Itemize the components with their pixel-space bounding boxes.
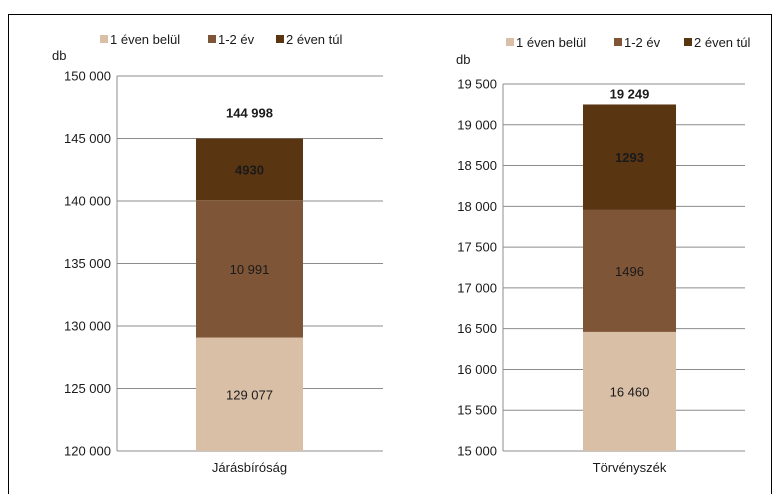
data-label: 4930 (235, 162, 264, 177)
data-label: 10 991 (230, 262, 270, 277)
y-tick-label: 17 500 (457, 240, 497, 255)
x-tick-label: Járásbíróság (212, 460, 287, 475)
y-tick-label: 16 500 (457, 321, 497, 336)
y-tick-label: 18 000 (457, 199, 497, 214)
y-tick-label: 19 000 (457, 117, 497, 132)
legend-entry: 1-2 év (624, 35, 661, 50)
y-tick-label: 18 500 (457, 158, 497, 173)
y-tick-label: 16 000 (457, 362, 497, 377)
data-label: 16 460 (610, 384, 650, 399)
total-label: 19 249 (610, 86, 650, 101)
y-tick-label: 15 500 (457, 403, 497, 418)
y-tick-label: 130 000 (64, 319, 111, 334)
data-label: 1293 (615, 150, 644, 165)
y-tick-label: 135 000 (64, 256, 111, 271)
y-tick-label: 19 500 (457, 77, 497, 92)
legend-entry: 1 éven belül (110, 32, 180, 47)
y-axis-label: db (456, 52, 470, 67)
legend-swatch (100, 35, 108, 43)
data-label: 1496 (615, 264, 644, 279)
legend-entry: 2 éven túl (286, 32, 342, 47)
y-tick-label: 125 000 (64, 381, 111, 396)
legend-swatch (506, 38, 514, 46)
legend-swatch (208, 35, 216, 43)
legend-swatch (614, 38, 622, 46)
chart-canvas: 120 000 125 000 130 000 135 000 140 000 145 0… (0, 0, 784, 480)
y-tick-label: 15 000 (457, 444, 497, 459)
legend-entry: 2 éven túl (694, 35, 750, 50)
y-tick-label: 120 000 (64, 444, 111, 459)
legend-entry: 1-2 év (218, 32, 255, 47)
y-tick-label: 17 000 (457, 280, 497, 295)
legend-entry: 1 éven belül (516, 35, 586, 50)
y-axis-label: db (52, 48, 66, 63)
x-tick-label: Törvényszék (593, 460, 667, 475)
y-tick-label: 145 000 (64, 131, 111, 146)
data-label: 129 077 (226, 387, 273, 402)
y-tick-label: 140 000 (64, 194, 111, 209)
legend-swatch (276, 35, 284, 43)
total-label: 144 998 (226, 106, 273, 121)
y-tick-label: 150 000 (64, 69, 111, 84)
legend-swatch (684, 38, 692, 46)
